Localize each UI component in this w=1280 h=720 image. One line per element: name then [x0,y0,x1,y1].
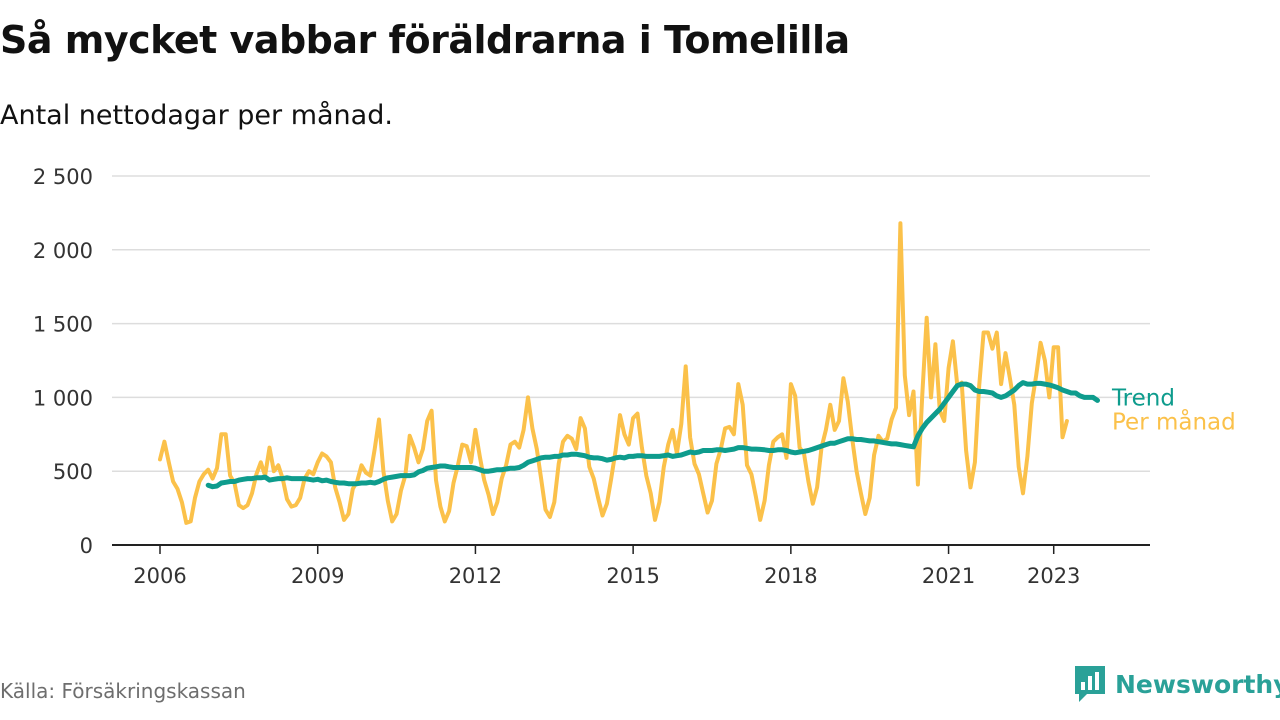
x-tick-label: 2023 [1027,564,1080,588]
y-tick-label: 2 000 [33,239,93,263]
newsworthy-logo: Newsworthy [1073,664,1280,704]
chart-subtitle: Antal nettodagar per månad. [0,100,393,131]
newsworthy-icon [1075,666,1105,702]
brand-name: Newsworthy [1115,669,1280,699]
x-tick-label: 2018 [764,564,817,588]
grid-lines [112,175,1150,546]
x-tick-label: 2012 [449,564,502,588]
x-axis-ticks: 2006 2009 2012 2015 2018 2021 2023 [133,545,1080,588]
y-axis-ticks: 0 500 1 000 1 500 2 000 2 500 [33,165,93,558]
y-tick-label: 1 000 [33,386,93,410]
y-tick-label: 500 [53,460,93,484]
y-tick-label: 0 [80,534,93,558]
source-note: Källa: Försäkringskassan [0,679,246,703]
x-tick-label: 2021 [922,564,975,588]
x-tick-label: 2009 [291,564,344,588]
x-tick-label: 2015 [606,564,659,588]
y-tick-label: 2 500 [33,165,93,189]
series-lines [158,221,1100,525]
legend-per-manad: Per månad [1112,407,1236,435]
y-tick-label: 1 500 [33,313,93,337]
x-tick-label: 2006 [133,564,186,588]
trend-series-line [205,380,1100,490]
chart-title: Så mycket vabbar föräldrarna i Tomelilla [0,18,850,62]
legend-trend: Trend [1111,385,1175,411]
